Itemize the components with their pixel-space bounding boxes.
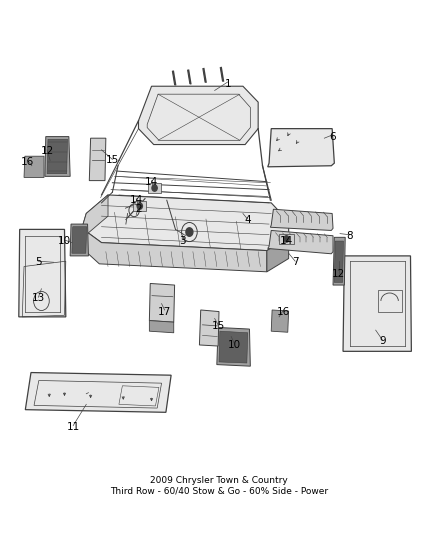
Polygon shape	[148, 183, 161, 193]
Text: 11: 11	[67, 422, 80, 432]
Polygon shape	[149, 320, 174, 333]
Text: 14: 14	[145, 176, 158, 187]
Text: 9: 9	[379, 336, 385, 346]
Polygon shape	[343, 256, 411, 351]
Text: 10: 10	[58, 236, 71, 246]
Polygon shape	[72, 227, 87, 253]
Polygon shape	[333, 237, 345, 285]
Polygon shape	[70, 224, 88, 256]
Text: 15: 15	[106, 156, 119, 165]
Polygon shape	[24, 156, 44, 177]
Polygon shape	[268, 128, 334, 167]
Polygon shape	[133, 201, 146, 212]
Polygon shape	[219, 331, 248, 363]
Polygon shape	[25, 373, 171, 413]
Text: 13: 13	[32, 293, 45, 303]
Text: 12: 12	[40, 146, 54, 156]
Text: 4: 4	[244, 215, 251, 225]
Text: 16: 16	[277, 306, 290, 317]
Text: 5: 5	[35, 257, 42, 267]
Text: 14: 14	[280, 236, 293, 246]
Polygon shape	[82, 195, 289, 251]
Text: 2: 2	[135, 204, 142, 214]
Polygon shape	[271, 310, 289, 332]
Polygon shape	[138, 86, 258, 144]
Circle shape	[284, 236, 289, 242]
Polygon shape	[89, 138, 106, 181]
Polygon shape	[47, 139, 67, 174]
Polygon shape	[268, 230, 333, 254]
Text: 16: 16	[21, 157, 34, 166]
Text: 3: 3	[179, 236, 185, 246]
Polygon shape	[199, 310, 219, 346]
Polygon shape	[267, 237, 289, 272]
Text: 10: 10	[228, 340, 241, 350]
Polygon shape	[270, 209, 333, 230]
Polygon shape	[217, 327, 251, 366]
Polygon shape	[82, 195, 108, 235]
Circle shape	[137, 203, 142, 209]
Polygon shape	[334, 241, 343, 282]
Polygon shape	[149, 284, 175, 322]
Polygon shape	[82, 228, 267, 272]
Text: 7: 7	[292, 257, 298, 267]
Text: 6: 6	[329, 132, 336, 142]
Text: 2009 Chrysler Town & Country
Third Row - 60/40 Stow & Go - 60% Side - Power: 2009 Chrysler Town & Country Third Row -…	[110, 476, 328, 496]
Text: 15: 15	[212, 321, 225, 331]
Text: 12: 12	[332, 270, 345, 279]
Text: 17: 17	[158, 306, 171, 317]
Text: 1: 1	[224, 78, 231, 88]
Text: 14: 14	[130, 195, 143, 205]
Circle shape	[152, 185, 157, 191]
Text: 8: 8	[346, 231, 353, 241]
Polygon shape	[279, 233, 294, 244]
Circle shape	[186, 228, 193, 236]
Polygon shape	[45, 136, 70, 176]
Polygon shape	[19, 229, 66, 317]
